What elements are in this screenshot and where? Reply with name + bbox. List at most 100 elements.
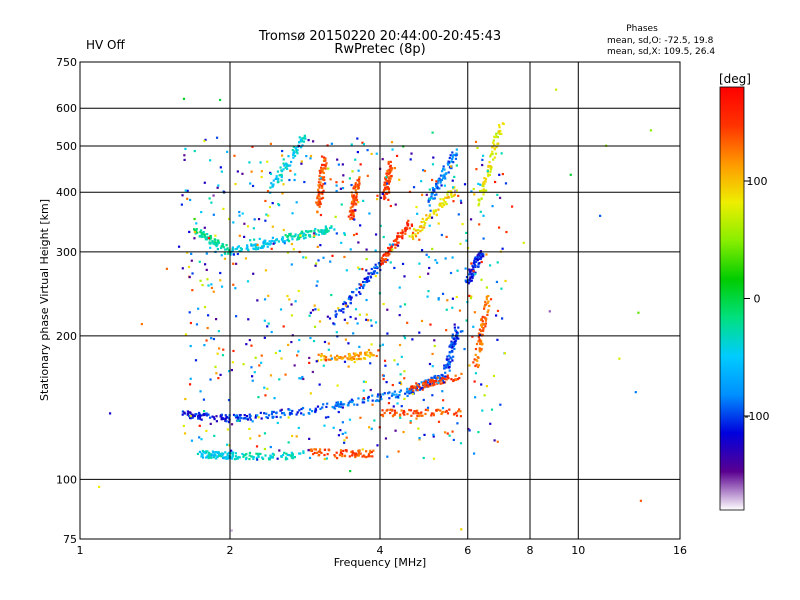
echo-point (324, 228, 327, 232)
echo-point (324, 416, 328, 419)
echo-point (407, 219, 410, 222)
echo-point (392, 405, 395, 408)
echo-point (390, 394, 394, 397)
echo-point (232, 253, 235, 256)
echo-point (500, 152, 503, 155)
echo-point (431, 186, 435, 190)
echo-point (263, 386, 266, 389)
echo-point (428, 266, 431, 270)
echo-point (253, 247, 256, 250)
echo-point (260, 361, 263, 364)
echo-point (359, 283, 362, 286)
echo-point (244, 457, 248, 461)
echo-point (370, 152, 373, 156)
echo-point (470, 279, 473, 282)
echo-point (478, 189, 482, 193)
echo-point (297, 289, 300, 293)
echo-point (427, 290, 430, 293)
echo-point (327, 415, 330, 419)
echo-point (263, 412, 266, 415)
echo-point (203, 305, 207, 309)
echo-point (187, 265, 191, 269)
echo-point (250, 344, 253, 347)
echo-point (447, 163, 450, 166)
echo-point (280, 175, 283, 179)
echo-point (207, 455, 210, 459)
echo-point (496, 440, 499, 443)
echo-point (208, 451, 211, 454)
echo-point (478, 333, 482, 337)
echo-point (487, 309, 490, 312)
echo-point (447, 377, 450, 380)
echo-point (389, 170, 392, 173)
echo-point (337, 410, 340, 414)
echo-point (195, 323, 199, 326)
echo-point (343, 403, 346, 406)
echo-point (417, 229, 420, 232)
echo-point (206, 450, 209, 453)
echo-point (478, 338, 481, 341)
echo-point (349, 217, 352, 221)
echo-point (296, 152, 299, 155)
echo-point (425, 217, 428, 221)
echo-point (263, 432, 267, 435)
echo-point (267, 214, 270, 217)
echo-point (393, 167, 397, 170)
echo-point (220, 452, 223, 456)
echo-point (325, 162, 328, 165)
echo-point (637, 311, 640, 314)
echo-point (289, 164, 292, 167)
echo-point (271, 452, 274, 455)
echo-point (216, 186, 219, 189)
echo-point (298, 338, 301, 342)
echo-point (270, 412, 274, 416)
echo-point (350, 183, 353, 187)
echo-point (204, 138, 207, 141)
echo-point (239, 416, 243, 420)
echo-point (451, 179, 454, 182)
echo-point (358, 283, 361, 286)
echo-point (371, 455, 374, 458)
echo-point (298, 136, 301, 139)
echo-point (362, 401, 366, 404)
echo-point (369, 388, 372, 392)
echo-point (227, 416, 230, 419)
echo-point (352, 194, 356, 197)
echo-point (279, 409, 282, 412)
echo-point (432, 433, 435, 436)
echo-point (483, 323, 486, 326)
echo-point (411, 235, 414, 239)
echo-point (393, 266, 396, 270)
echo-point (569, 173, 572, 176)
echo-point (366, 275, 369, 279)
echo-point (252, 227, 255, 230)
echo-point (198, 260, 201, 263)
echo-point (414, 233, 417, 236)
echo-point (284, 458, 287, 461)
echo-point (336, 457, 339, 460)
echo-point (322, 156, 326, 159)
echo-point (406, 394, 409, 398)
echo-point (408, 227, 411, 230)
echo-point (291, 454, 294, 457)
echo-point (422, 456, 425, 460)
echo-point (386, 392, 390, 395)
echo-point (396, 395, 399, 398)
echo-point (501, 172, 504, 176)
echo-point (340, 357, 343, 360)
echo-point (290, 160, 293, 164)
echo-point (449, 165, 453, 168)
echo-point (301, 232, 305, 235)
echo-point (394, 429, 397, 432)
echo-point (480, 323, 483, 326)
echo-point (319, 177, 322, 180)
echo-point (339, 449, 343, 452)
echo-point (422, 169, 425, 172)
echo-point (451, 151, 454, 154)
echo-point (432, 189, 435, 192)
echo-point (379, 263, 383, 266)
echo-point (485, 317, 488, 320)
echo-point (445, 366, 448, 369)
echo-point (421, 386, 424, 389)
